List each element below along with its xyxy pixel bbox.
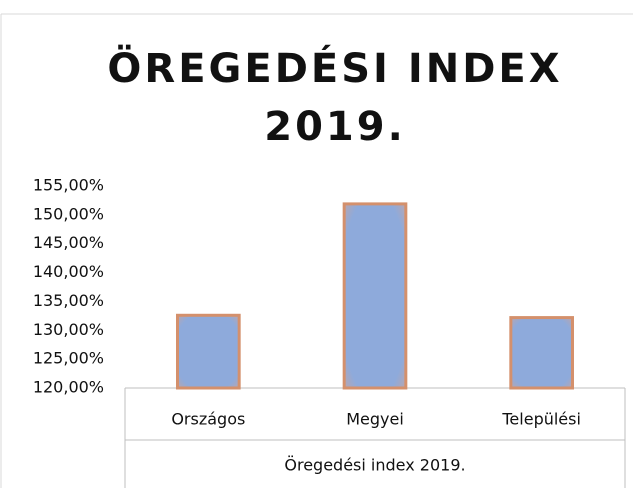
y-tick-label: 145,00% — [33, 233, 104, 252]
y-tick-label: 135,00% — [33, 291, 104, 310]
x-tick-label: Megyei — [346, 410, 404, 429]
y-tick-label: 140,00% — [33, 262, 104, 281]
bar — [176, 313, 241, 390]
y-tick-label: 150,00% — [33, 204, 104, 223]
x-axis-title: Öregedési index 2019. — [284, 456, 465, 475]
bar — [509, 316, 575, 390]
y-tick-label: 120,00% — [33, 378, 104, 397]
bar — [342, 202, 408, 390]
chart-title: ÖREGEDÉSI INDEX 2019. — [107, 46, 563, 150]
y-tick-label: 125,00% — [33, 349, 104, 368]
y-tick-label: 130,00% — [33, 320, 104, 339]
x-tick-label: Települési — [501, 410, 581, 429]
y-tick-label: 155,00% — [33, 176, 104, 195]
x-tick-label: Országos — [171, 410, 245, 429]
